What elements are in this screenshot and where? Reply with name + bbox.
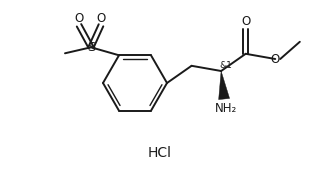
Polygon shape — [219, 71, 229, 100]
Text: S: S — [87, 41, 95, 54]
Text: O: O — [96, 12, 106, 25]
Text: NH₂: NH₂ — [215, 102, 237, 115]
Text: O: O — [271, 52, 280, 66]
Text: &1: &1 — [220, 61, 233, 70]
Text: O: O — [241, 15, 250, 28]
Text: HCl: HCl — [148, 146, 172, 160]
Text: O: O — [74, 12, 84, 25]
